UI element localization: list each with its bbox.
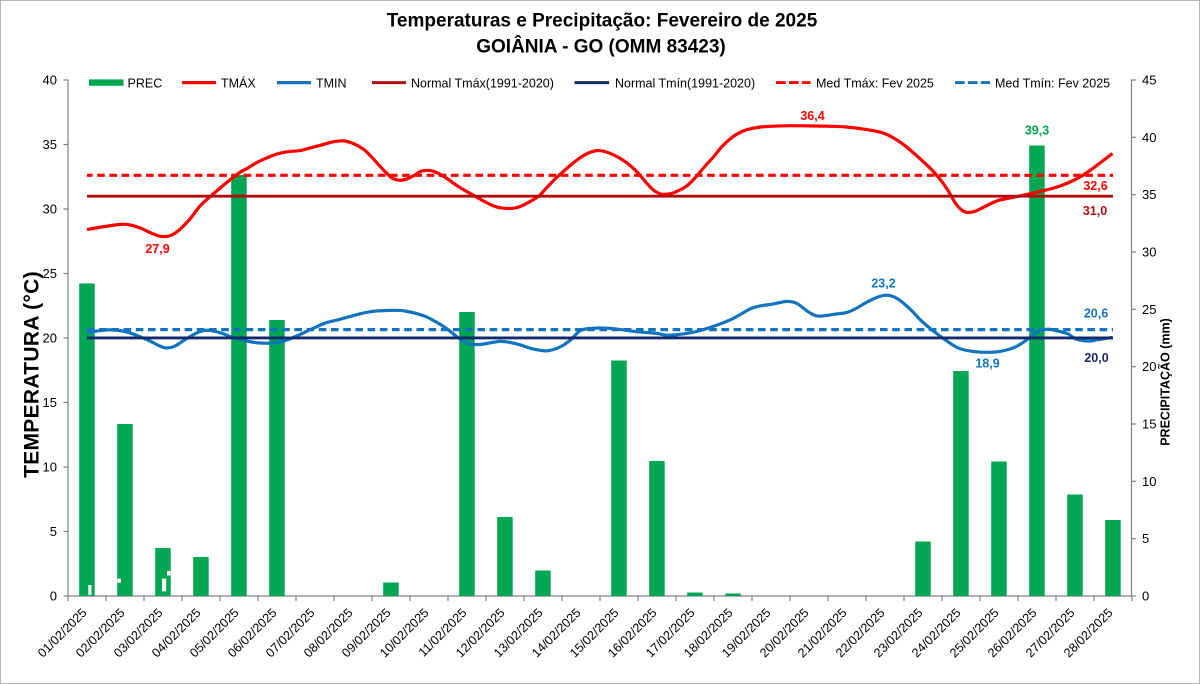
svg-text:Normal Tmín(1991-2020): Normal Tmín(1991-2020) [615,76,755,90]
svg-text:20,0: 20,0 [1084,351,1108,365]
svg-text:Med Tmín: Fev 2025: Med Tmín: Fev 2025 [995,76,1110,90]
svg-text:Temperaturas e Precipitação:: Temperaturas e Precipitação: Fevereiro d… [387,11,818,32]
svg-text:23,2: 23,2 [871,277,895,291]
svg-text:PRECIPITAÇÃO (mm): PRECIPITAÇÃO (mm) [1158,318,1173,446]
svg-text:PREC: PREC [128,76,163,90]
svg-text:45: 45 [1142,73,1156,88]
svg-text:TMÁX: TMÁX [221,75,256,90]
svg-text:Med Tmáx: Fev 2025: Med Tmáx: Fev 2025 [816,76,934,90]
svg-text:15: 15 [1142,417,1156,432]
svg-text:0: 0 [1142,589,1149,604]
svg-text:5: 5 [50,524,57,539]
svg-text:10: 10 [1142,474,1156,489]
svg-text:TMIN: TMIN [316,76,347,90]
svg-text:35: 35 [1142,187,1156,202]
svg-text:5: 5 [1142,531,1149,546]
svg-text:27,9: 27,9 [145,242,169,256]
svg-text:30: 30 [43,202,57,217]
svg-text:39,3: 39,3 [1025,124,1049,138]
svg-text:31,0: 31,0 [1083,204,1107,218]
svg-text:40: 40 [43,73,57,88]
svg-text:40: 40 [1142,130,1156,145]
svg-text:32,6: 32,6 [1083,179,1107,193]
svg-text:15: 15 [43,395,57,410]
svg-text:20,6: 20,6 [1084,307,1108,321]
svg-text:10: 10 [43,460,57,475]
svg-text:20: 20 [43,331,57,346]
svg-text:20: 20 [1142,359,1156,374]
svg-text:Normal Tmáx(1991-2020): Normal Tmáx(1991-2020) [411,76,554,90]
svg-text:36,4: 36,4 [800,109,824,123]
svg-text:0: 0 [50,589,57,604]
svg-text:GOIÂNIA - GO (OMM 83423): GOIÂNIA - GO (OMM 83423) [476,36,726,58]
svg-text:TEMPERATURA (°C): TEMPERATURA (°C) [21,271,44,478]
svg-text:25: 25 [1142,302,1156,317]
svg-text:18,9: 18,9 [975,357,999,371]
svg-text:35: 35 [43,137,57,152]
svg-text:25: 25 [43,266,57,281]
svg-text:30: 30 [1142,245,1156,260]
